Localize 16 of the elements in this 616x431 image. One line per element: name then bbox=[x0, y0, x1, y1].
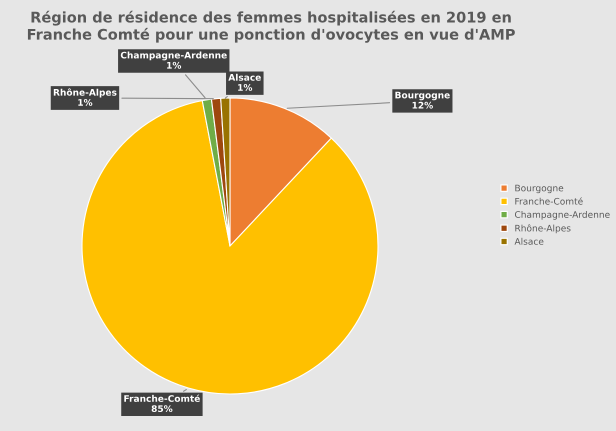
legend-label: Alsace bbox=[514, 238, 544, 245]
legend-label: Rhône-Alpes bbox=[515, 224, 571, 234]
data-label: 85% bbox=[152, 405, 172, 412]
slice-label: Franche-Comté bbox=[124, 394, 200, 402]
data-label: 12% bbox=[412, 102, 433, 109]
slice-label: Bourgogne bbox=[395, 92, 450, 100]
slice-label: Alsace bbox=[228, 74, 261, 81]
data-label: 1% bbox=[78, 99, 92, 106]
data-label: 1% bbox=[238, 84, 252, 91]
slice-label: Rhône-Alpes bbox=[54, 88, 116, 98]
legend-label: Bourgogne bbox=[515, 184, 564, 194]
chart-title: Région de résidence des femmes hospitalisées en 2019 en Franche Comté pour une ponction d'ovocytes en vue d'AMP bbox=[28, 10, 515, 43]
slice-label: Champagne-Ardenne bbox=[120, 52, 227, 60]
legend-label: Champagne-Ardenne bbox=[514, 210, 610, 220]
legend-label: Franche-Comté bbox=[515, 197, 583, 205]
data-label: 1% bbox=[167, 62, 182, 69]
